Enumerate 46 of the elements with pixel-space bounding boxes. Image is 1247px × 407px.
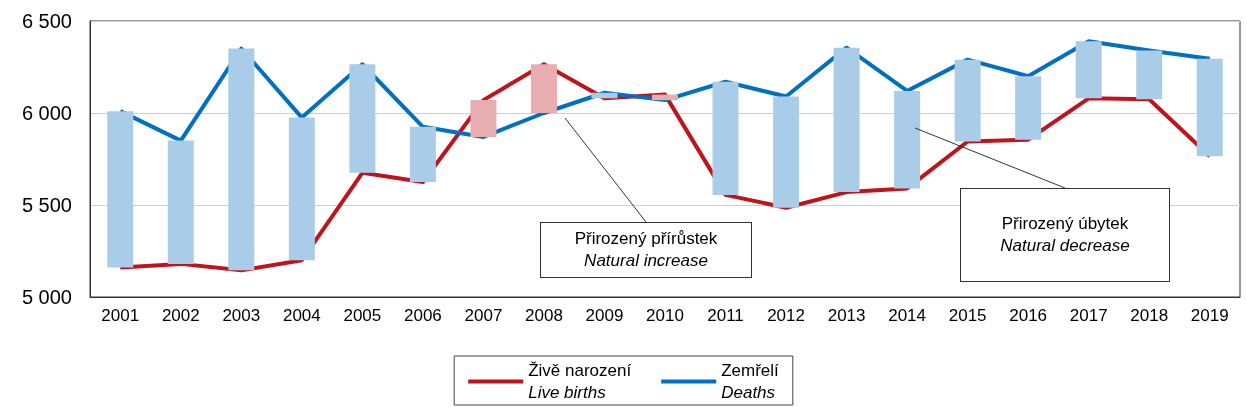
annotation: Přirozený přírůstek Natural increase [574, 228, 718, 272]
legend-label: Živě narození Live births [528, 361, 632, 402]
x-tick-label: 2016 [1009, 306, 1048, 325]
x-tick-label: 2004 [282, 306, 321, 325]
legend-label: Zemřelí Deaths [721, 361, 780, 402]
bar [833, 47, 860, 193]
bar [1015, 76, 1042, 140]
x-tick-label: 2013 [827, 306, 866, 325]
x-tick-label: 2009 [585, 306, 624, 325]
bar [107, 111, 134, 268]
bar [228, 48, 255, 271]
bar [773, 96, 800, 208]
bar [349, 64, 376, 173]
bar [470, 100, 497, 137]
bar [894, 90, 921, 189]
x-tick-label: 2005 [343, 306, 382, 325]
x-tick-label: 2006 [403, 306, 442, 325]
x-tick-label: 2015 [948, 306, 987, 325]
bar [167, 140, 194, 264]
bar [954, 59, 981, 142]
bar [288, 117, 315, 261]
bar [591, 92, 618, 99]
bar [1196, 58, 1223, 157]
bar [409, 126, 436, 182]
y-tick-label: 6 500 [21, 10, 72, 32]
x-tick-label: 2002 [161, 306, 200, 325]
bar [652, 94, 678, 101]
y-tick-label: 5 500 [21, 194, 72, 216]
x-tick-label: 2007 [464, 306, 503, 325]
y-tick-label: 5 000 [21, 286, 72, 308]
bar [1136, 50, 1163, 100]
x-tick-label: 2008 [525, 306, 563, 325]
x-tick-label: 2019 [1190, 306, 1229, 325]
x-tick-label: 2011 [707, 306, 744, 325]
x-tick-label: 2001 [101, 306, 140, 325]
x-tick-label: 2014 [888, 306, 927, 325]
bar [530, 64, 557, 113]
y-tick-label: 6 000 [21, 102, 72, 124]
x-tick-label: 2003 [222, 306, 261, 325]
x-tick-label: 2010 [646, 306, 684, 325]
x-tick-label: 2017 [1069, 306, 1108, 325]
x-tick-label: 2012 [767, 306, 805, 325]
annotation: Přirozený úbytek Natural decrease [1000, 213, 1130, 257]
bar [712, 81, 739, 195]
bar [1075, 41, 1102, 99]
x-tick-label: 2018 [1130, 306, 1169, 325]
